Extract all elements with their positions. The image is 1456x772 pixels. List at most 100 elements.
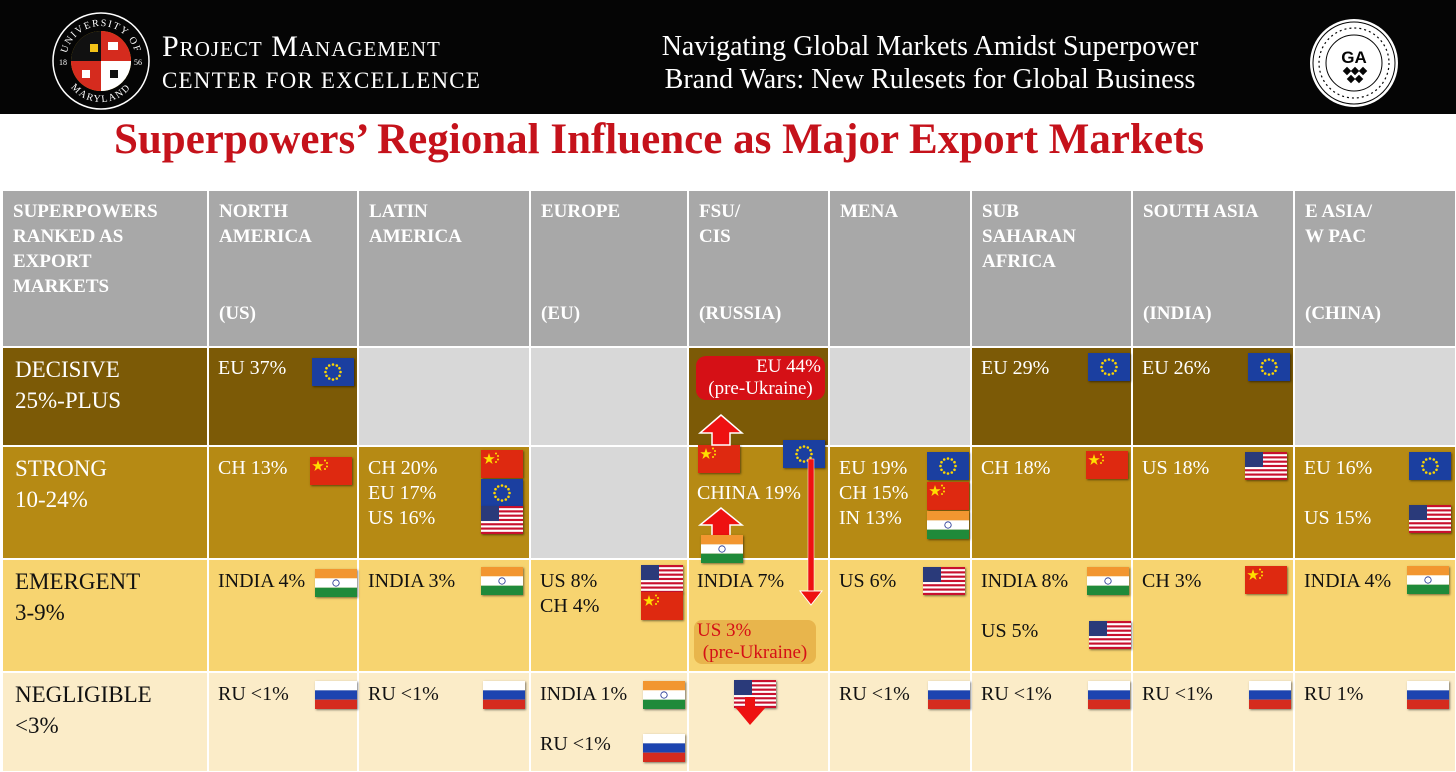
col-header-name: LATIN AMERICA [369, 201, 462, 247]
cell-eu-decisive [530, 347, 688, 446]
seal-year-right: 56 [134, 58, 142, 67]
col-header-name: E ASIA/ W PAC [1305, 201, 1373, 247]
russia-flag-icon [315, 681, 357, 709]
eu-flag-icon [927, 452, 969, 480]
col-header-fsu-cis: FSU/ CIS (RUSSIA) [688, 190, 829, 347]
entry-text: INDIA 1% [540, 683, 628, 705]
russia-flag-icon [1407, 681, 1449, 709]
col-header-sub-saharan-africa: SUB SAHARAN AFRICA [971, 190, 1132, 347]
entry-text: CH 13% [218, 457, 288, 479]
entry-text: US 5% [981, 620, 1039, 642]
row-label-line1: NEGLIGIBLE [15, 682, 152, 707]
india-flag-icon [481, 567, 523, 595]
fsu-eu-annotation: EU 44% (pre-Ukraine) [696, 356, 825, 400]
org-name-line1: Project Management [162, 30, 441, 63]
badge-text: GA [1341, 48, 1367, 67]
up-arrow-icon [697, 414, 745, 446]
us-flag-icon [1089, 621, 1131, 649]
col-header-east-asia-west-pacific: E ASIA/ W PAC (CHINA) [1294, 190, 1456, 347]
org-name-line2: CENTER FOR EXCELLENCE [162, 68, 482, 93]
entry-text: US 6% [839, 570, 897, 592]
entry-text: RU <1% [839, 683, 910, 705]
row-label-emergent: EMERGENT 3-9% [2, 559, 208, 672]
india-flag-icon [1407, 566, 1449, 594]
up-arrow-icon [697, 507, 745, 538]
entry-text: CH 4% [540, 595, 600, 617]
col-header-name: EUROPE [541, 201, 621, 222]
entry-text: CH 15% [839, 482, 909, 504]
entry-text: CH 20% [368, 457, 438, 479]
entry-text: EU 26% [1142, 357, 1211, 379]
seal-year-left: 18 [59, 58, 67, 67]
china-flag-icon [1245, 566, 1287, 594]
main-title: Superpowers’ Regional Influence as Major… [113, 116, 1205, 163]
cell-ssa-strong [971, 446, 1132, 559]
annotation-note: (pre-Ukraine) [702, 642, 808, 663]
down-arrow-icon [798, 590, 824, 606]
entry-text: US 15% [1304, 507, 1372, 529]
india-flag-icon [701, 535, 743, 563]
row-label-line2: 10-24% [15, 487, 88, 512]
entry-text: RU <1% [218, 683, 289, 705]
cell-eu-strong [530, 446, 688, 559]
cell-la-decisive [358, 347, 530, 446]
entry-text: INDIA 8% [981, 570, 1069, 592]
us-flag-icon [641, 565, 683, 593]
us-flag-icon [923, 567, 965, 595]
col-header-name: NORTH AMERICA [219, 201, 312, 247]
entry-text: EU 37% [218, 357, 287, 379]
annotation-note: (pre-Ukraine) [708, 378, 813, 399]
row-label-line2: 25%-PLUS [15, 388, 122, 413]
entry-text: RU <1% [540, 733, 611, 755]
annotation-text: EU 44% [756, 356, 821, 377]
china-flag-icon [927, 482, 969, 510]
entry-text: INDIA 4% [218, 570, 306, 592]
entry-text: US 16% [368, 507, 436, 529]
cell-ea-decisive [1294, 347, 1456, 446]
entry-text: CH 3% [1142, 570, 1202, 592]
row-label-line1: STRONG [15, 456, 108, 481]
corner-header: SUPERPOWERS RANKED AS EXPORT MARKETS [2, 190, 208, 347]
entry-text: EU 17% [368, 482, 437, 504]
us-flag-icon [1245, 452, 1287, 480]
accreditation-badge-logo: GA [1308, 17, 1400, 109]
banner-title-line2: Brand Wars: New Rulesets for Global Busi… [664, 64, 1196, 95]
entry-text: US 18% [1142, 457, 1210, 479]
entry-text: EU 29% [981, 357, 1050, 379]
china-flag-icon [1086, 451, 1128, 479]
col-header-south-asia: SOUTH ASIA (INDIA) [1132, 190, 1294, 347]
banner-title-line1: Navigating Global Markets Amidst Superpo… [661, 31, 1199, 62]
entry-text: EU 19% [839, 457, 908, 479]
row-label-line1: DECISIVE [15, 357, 120, 382]
china-flag-icon [310, 457, 352, 485]
eu-flag-icon [1248, 353, 1290, 381]
entry-text: EU 16% [1304, 457, 1373, 479]
row-label-negligible: NEGLIGIBLE <3% [2, 672, 208, 772]
eu-flag-icon [1088, 353, 1130, 381]
banner-title: Navigating Global Markets Amidst Superpo… [560, 30, 1300, 96]
russia-flag-icon [483, 681, 525, 709]
india-flag-icon [1087, 567, 1129, 595]
col-header-latin-america: LATIN AMERICA [358, 190, 530, 347]
us-flag-icon [481, 506, 523, 534]
col-header-sub: (INDIA) [1143, 303, 1212, 324]
entry-text: INDIA 3% [368, 570, 456, 592]
col-header-name: MENA [840, 201, 899, 222]
china-flag-icon [481, 450, 523, 478]
col-header-europe: EUROPE (EU) [530, 190, 688, 347]
entry-text: RU <1% [981, 683, 1052, 705]
cell-mena-decisive [829, 347, 971, 446]
col-header-north-america: NORTH AMERICA (US) [208, 190, 358, 347]
cell-mena-emergent [829, 559, 971, 672]
row-label-decisive: DECISIVE 25%-PLUS [2, 347, 208, 446]
russia-flag-icon [928, 681, 970, 709]
entry-text: RU <1% [1142, 683, 1213, 705]
china-flag-icon [641, 592, 683, 620]
row-label-line1: EMERGENT [15, 569, 141, 594]
row-label-strong: STRONG 10-24% [2, 446, 208, 559]
us-flag-icon [1409, 505, 1451, 533]
entry-text: IN 13% [839, 507, 902, 529]
entry-text: CHINA 19% [697, 482, 801, 504]
col-header-name: SUB SAHARAN AFRICA [982, 201, 1076, 272]
annotation-text: US 3% [697, 620, 752, 641]
